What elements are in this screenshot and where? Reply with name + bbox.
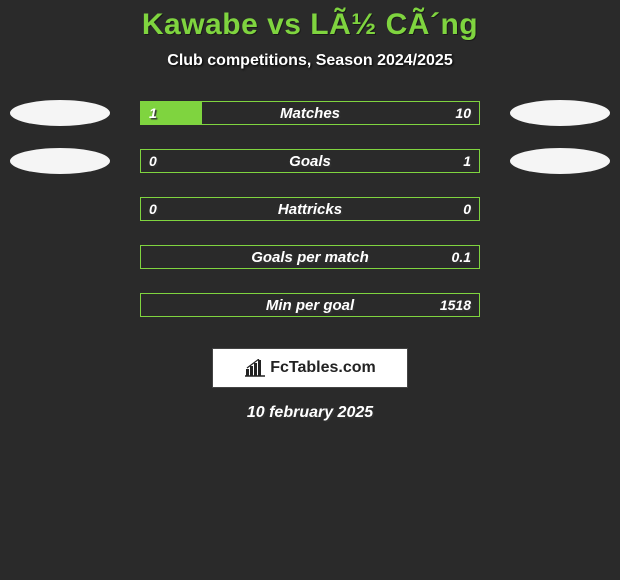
- stat-bar: 01Goals: [140, 149, 480, 173]
- stat-row: 1518Min per goal: [0, 292, 620, 318]
- bar-chart-icon: [244, 359, 266, 377]
- page-subtitle: Club competitions, Season 2024/2025: [0, 52, 620, 70]
- stat-row: 00Hattricks: [0, 196, 620, 222]
- stat-label: Hattricks: [141, 198, 479, 220]
- stat-label: Goals per match: [141, 246, 479, 268]
- logo-text: FcTables.com: [270, 359, 376, 377]
- page-title: Kawabe vs LÃ½ CÃ´ng: [0, 8, 620, 42]
- stat-label: Min per goal: [141, 294, 479, 316]
- stat-row: 01Goals: [0, 148, 620, 174]
- stat-row: 0.1Goals per match: [0, 244, 620, 270]
- stats-container: Kawabe vs LÃ½ CÃ´ng Club competitions, S…: [0, 0, 620, 422]
- player-left-ellipse: [10, 148, 110, 174]
- stat-bar: 00Hattricks: [140, 197, 480, 221]
- date-label: 10 february 2025: [0, 404, 620, 422]
- stat-bar: 0.1Goals per match: [140, 245, 480, 269]
- player-right-ellipse: [510, 148, 610, 174]
- stat-label: Goals: [141, 150, 479, 172]
- player-right-ellipse: [510, 100, 610, 126]
- stat-label: Matches: [141, 102, 479, 124]
- stat-rows: 110Matches 01Goals 00Hattricks 0.1Goals per…: [0, 100, 620, 318]
- stat-bar: 110Matches: [140, 101, 480, 125]
- logo-box[interactable]: FcTables.com: [212, 348, 408, 388]
- stat-row: 110Matches: [0, 100, 620, 126]
- player-left-ellipse: [10, 100, 110, 126]
- stat-bar: 1518Min per goal: [140, 293, 480, 317]
